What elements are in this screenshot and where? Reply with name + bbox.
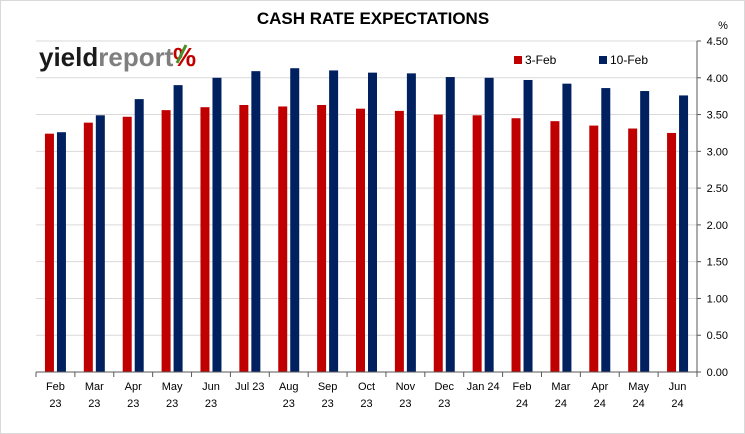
y-tick-label: 1.50 [707,257,728,269]
bar-3-feb [122,116,132,372]
bar-10-feb [56,132,66,372]
bar-3-feb [589,125,599,372]
legend-swatch-10-feb [599,56,607,64]
x-tick-labels: Feb 23 Mar 23 Apr 23 May 23 Jun 23 Jul 23 Aug 23 Sep 2… [46,381,686,410]
bars [44,68,689,373]
bar-3-feb [161,110,171,373]
bar-10-feb [290,68,300,373]
x-tick-label: Jul 23 [235,381,264,393]
bar-10-feb [212,77,222,373]
x-tick-label-line2: 23 [399,398,411,410]
x-tick-label: Mar [551,381,570,393]
bar-3-feb [239,104,249,372]
bar-3-feb [200,107,210,372]
y-tick-label: 3.50 [707,110,728,122]
logo-percent-icon: % [173,42,196,72]
logo-report: report [98,42,173,72]
bar-10-feb [445,77,455,372]
y-tick-label: 2.00 [707,220,728,232]
gridlines [36,40,697,336]
legend: 3-Feb 10-Feb [514,53,648,67]
bar-10-feb [601,88,611,372]
y-tick-label: 0.00 [707,367,728,379]
y-tick-label: 0.50 [707,330,728,342]
bar-10-feb [95,115,105,373]
bar-3-feb [628,128,638,372]
x-tick-label-line2: 24 [516,398,528,410]
y-tick-label: 1.00 [707,293,728,305]
bar-3-feb [317,104,327,372]
x-tick-label-line2: 23 [283,398,295,410]
x-tick-label: Aug [279,381,299,393]
x-tick-label: Oct [358,381,375,393]
x-tick-label: Mar [85,381,104,393]
logo-yield: yield [39,42,98,72]
bar-10-feb [640,91,650,373]
x-tick-label: Apr [125,381,142,393]
bar-3-feb [278,106,288,372]
axes [35,40,701,377]
x-tick-label: May [162,381,183,393]
bar-3-feb [44,133,54,372]
bar-3-feb [550,121,560,372]
bar-3-feb [667,132,677,372]
bar-3-feb [394,110,404,372]
x-tick-label: Sep [318,381,338,393]
bar-3-feb [83,122,93,372]
y-tick-label: 4.50 [707,36,728,48]
bar-10-feb [173,85,183,372]
bar-10-feb [562,83,572,372]
x-tick-label: May [628,381,649,393]
bar-3-feb [433,114,443,373]
bar-10-feb [134,99,144,372]
x-tick-label-line2: 23 [88,398,100,410]
x-tick-label: Feb [46,381,65,393]
x-tick-label: Nov [396,381,416,393]
bar-10-feb [406,73,416,372]
y-tick-labels: 0.00 0.50 1.00 1.50 2.00 2.50 3.00 3.50 4.00 4.50 [707,36,728,379]
y-tick-label: 2.50 [707,183,728,195]
bar-3-feb [511,118,521,372]
y-tick-label: 4.00 [707,73,728,85]
x-tick-label-line2: 23 [127,398,139,410]
logo-green-slash [175,44,188,64]
x-tick-label: Jun [202,381,220,393]
yieldreport-logo: yieldreport % [39,42,196,72]
bar-10-feb [368,72,377,372]
x-tick-label: Jan 24 [467,381,500,393]
x-tick-label-line2: 24 [671,398,683,410]
y-tick-label: 3.00 [707,146,728,158]
x-tick-label-line2: 23 [360,398,372,410]
bar-10-feb [679,95,689,372]
bar-10-feb [523,79,533,373]
x-tick-label-line2: 23 [438,398,450,410]
bar-10-feb [251,71,261,372]
x-tick-label-line2: 24 [594,398,606,410]
x-tick-label-line2: 24 [555,398,567,410]
bar-3-feb [356,108,365,372]
bar-3-feb [472,115,482,373]
chart-title: CASH RATE EXPECTATIONS [257,9,489,28]
legend-label-10-feb: 10-Feb [610,53,648,67]
x-tick-label-line2: 23 [205,398,217,410]
bar-10-feb [484,77,494,373]
x-tick-label: Apr [591,381,608,393]
x-tick-label-line2: 23 [321,398,333,410]
legend-label-3-feb: 3-Feb [525,53,557,67]
x-tick-label: Feb [513,381,532,393]
bar-10-feb [329,70,339,372]
x-tick-label-line2: 23 [49,398,61,410]
x-tick-label-line2: 23 [166,398,178,410]
svg-text:yieldreport: yieldreport [39,42,174,72]
x-tick-label-line2: 24 [633,398,645,410]
legend-swatch-3-feb [514,56,522,64]
x-tick-label: Dec [434,381,454,393]
x-tick-label: Jun [669,381,687,393]
y-unit-label: % [718,20,728,32]
